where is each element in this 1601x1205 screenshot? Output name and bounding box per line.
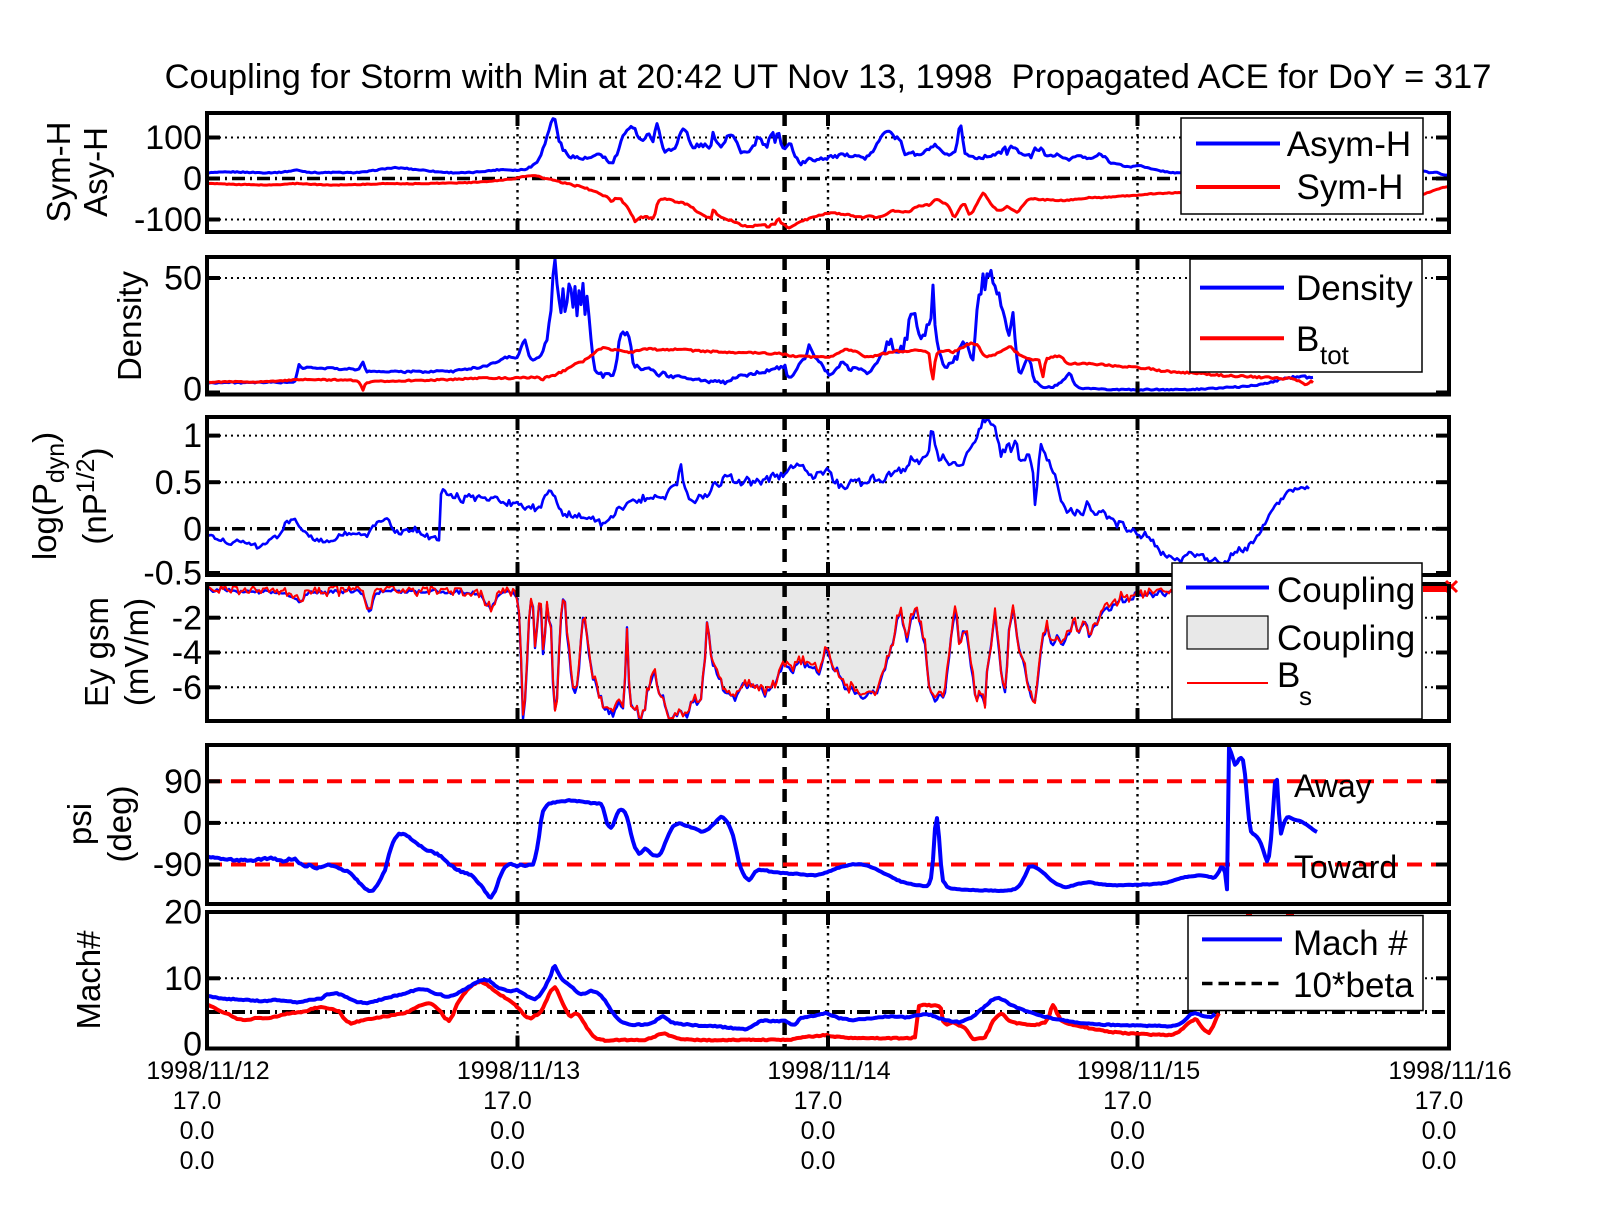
- svg-text:-0.5: -0.5: [143, 555, 202, 593]
- svg-text:17.0: 17.0: [173, 1087, 222, 1115]
- svg-text:0: 0: [183, 805, 202, 843]
- svg-text:Asy-H: Asy-H: [77, 127, 114, 217]
- svg-text:tot: tot: [1320, 340, 1350, 370]
- svg-text:1998/11/15: 1998/11/15: [1077, 1057, 1200, 1085]
- svg-text:0: 0: [183, 160, 202, 198]
- svg-text:17.0: 17.0: [794, 1087, 843, 1115]
- svg-text:Mach#: Mach#: [70, 930, 107, 1030]
- svg-text:0.5: 0.5: [155, 464, 202, 502]
- svg-text:17.0: 17.0: [1415, 1087, 1464, 1115]
- svg-text:0: 0: [183, 510, 202, 548]
- svg-text:1998/11/12: 1998/11/12: [146, 1057, 269, 1085]
- svg-text:0: 0: [183, 371, 202, 409]
- svg-text:0.0: 0.0: [490, 1117, 525, 1145]
- svg-text:17.0: 17.0: [1103, 1087, 1152, 1115]
- svg-text:s: s: [1299, 681, 1312, 711]
- svg-text:-100: -100: [134, 201, 202, 239]
- svg-text:Sym-H: Sym-H: [40, 122, 77, 223]
- svg-text:-6: -6: [172, 669, 202, 707]
- svg-text:0.0: 0.0: [180, 1147, 215, 1175]
- svg-text:0.0: 0.0: [180, 1117, 215, 1145]
- svg-text:0.0: 0.0: [1110, 1117, 1145, 1145]
- svg-text:-2: -2: [172, 599, 202, 637]
- svg-text:0.0: 0.0: [1110, 1147, 1145, 1175]
- svg-text:50: 50: [164, 260, 202, 298]
- svg-text:0.0: 0.0: [490, 1147, 525, 1175]
- svg-text:-4: -4: [172, 634, 202, 672]
- svg-text:(mV/m): (mV/m): [118, 598, 155, 706]
- svg-text:Coupling: Coupling: [1277, 619, 1415, 658]
- svg-text:0: 0: [183, 1026, 202, 1064]
- svg-text:1998/11/14: 1998/11/14: [767, 1057, 890, 1085]
- svg-text:Density: Density: [111, 270, 148, 381]
- svg-text:B: B: [1277, 656, 1300, 695]
- svg-text:(deg): (deg): [101, 785, 138, 862]
- svg-text:log(Pdyn): log(Pdyn): [26, 432, 70, 560]
- svg-text:Sym-H: Sym-H: [1297, 168, 1404, 207]
- svg-text:Mach #: Mach #: [1293, 924, 1408, 963]
- svg-text:-90: -90: [153, 846, 202, 884]
- svg-text:Asym-H: Asym-H: [1287, 125, 1411, 164]
- svg-text:1998/11/13: 1998/11/13: [457, 1057, 580, 1085]
- svg-text:Coupling: Coupling: [1277, 571, 1415, 610]
- svg-text:1998/11/16: 1998/11/16: [1388, 1057, 1511, 1085]
- svg-text:0.0: 0.0: [1422, 1117, 1457, 1145]
- svg-text:B: B: [1296, 320, 1319, 359]
- svg-text:Ey gsm: Ey gsm: [78, 597, 115, 707]
- svg-text:10: 10: [164, 960, 202, 998]
- svg-text:(nP1/2): (nP1/2): [72, 447, 113, 544]
- svg-text:Coupling for Storm with Min at: Coupling for Storm with Min at 20:42 UT …: [165, 58, 1492, 96]
- svg-text:1: 1: [183, 417, 202, 455]
- svg-text:90: 90: [164, 763, 202, 801]
- svg-text:17.0: 17.0: [483, 1087, 532, 1115]
- svg-text:0.0: 0.0: [801, 1147, 836, 1175]
- svg-text:Density: Density: [1296, 269, 1413, 308]
- svg-text:0.0: 0.0: [801, 1117, 836, 1145]
- svg-text:Away: Away: [1294, 768, 1372, 804]
- svg-text:20: 20: [164, 894, 202, 932]
- svg-text:100: 100: [145, 119, 202, 157]
- svg-text:0.0: 0.0: [1422, 1147, 1457, 1175]
- svg-text:psi: psi: [61, 803, 98, 845]
- svg-text:10*beta: 10*beta: [1293, 966, 1414, 1005]
- svg-text:Toward: Toward: [1294, 849, 1397, 885]
